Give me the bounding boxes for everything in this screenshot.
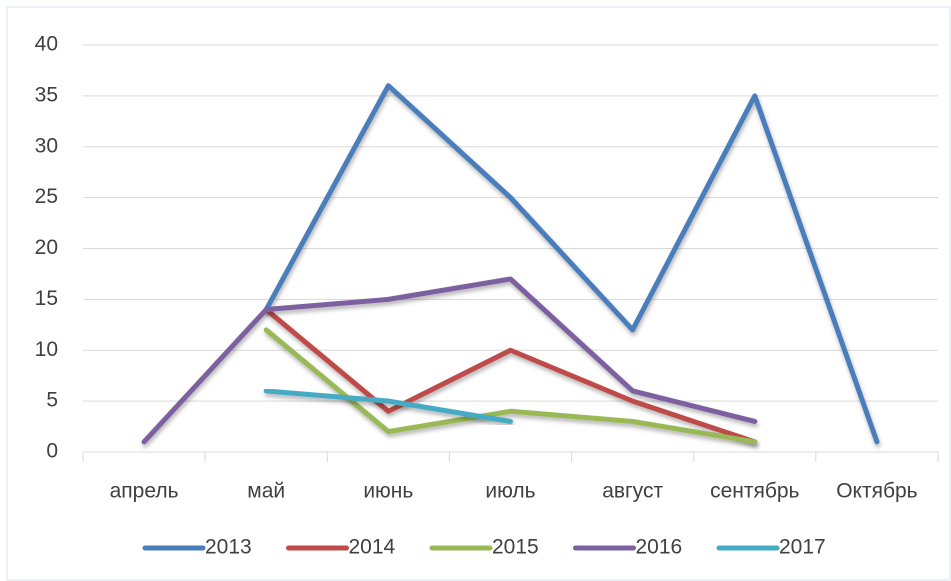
y-tick-label: 15 bbox=[35, 287, 58, 310]
x-tick-label: сентябрь bbox=[710, 480, 799, 503]
x-tick-label: май bbox=[247, 480, 285, 503]
legend-label: 2015 bbox=[492, 536, 539, 559]
y-tick-label: 30 bbox=[35, 134, 58, 157]
series-line bbox=[263, 83, 880, 445]
series-line bbox=[263, 327, 758, 445]
y-tick-label: 35 bbox=[35, 83, 58, 106]
y-tick-label: 25 bbox=[35, 185, 58, 208]
y-tick-label: 0 bbox=[46, 440, 58, 463]
y-tick-label: 40 bbox=[35, 33, 58, 56]
series-line bbox=[263, 307, 758, 445]
series-line bbox=[263, 388, 513, 424]
legend-label: 2013 bbox=[205, 536, 252, 559]
legend-label: 2017 bbox=[779, 536, 826, 559]
legend-label: 2016 bbox=[636, 536, 683, 559]
y-tick-label: 10 bbox=[35, 338, 58, 361]
chart-frame bbox=[6, 6, 951, 581]
x-tick-label: апрель bbox=[110, 480, 179, 503]
y-tick-label: 5 bbox=[46, 389, 58, 412]
series-line bbox=[141, 276, 758, 445]
x-tick-label: июль bbox=[485, 480, 535, 503]
x-tick-label: июнь bbox=[363, 480, 413, 503]
y-tick-label: 20 bbox=[35, 236, 58, 259]
x-tick-label: Октябрь bbox=[836, 480, 917, 503]
x-tick-label: август bbox=[602, 480, 663, 503]
legend-label: 2014 bbox=[349, 536, 396, 559]
